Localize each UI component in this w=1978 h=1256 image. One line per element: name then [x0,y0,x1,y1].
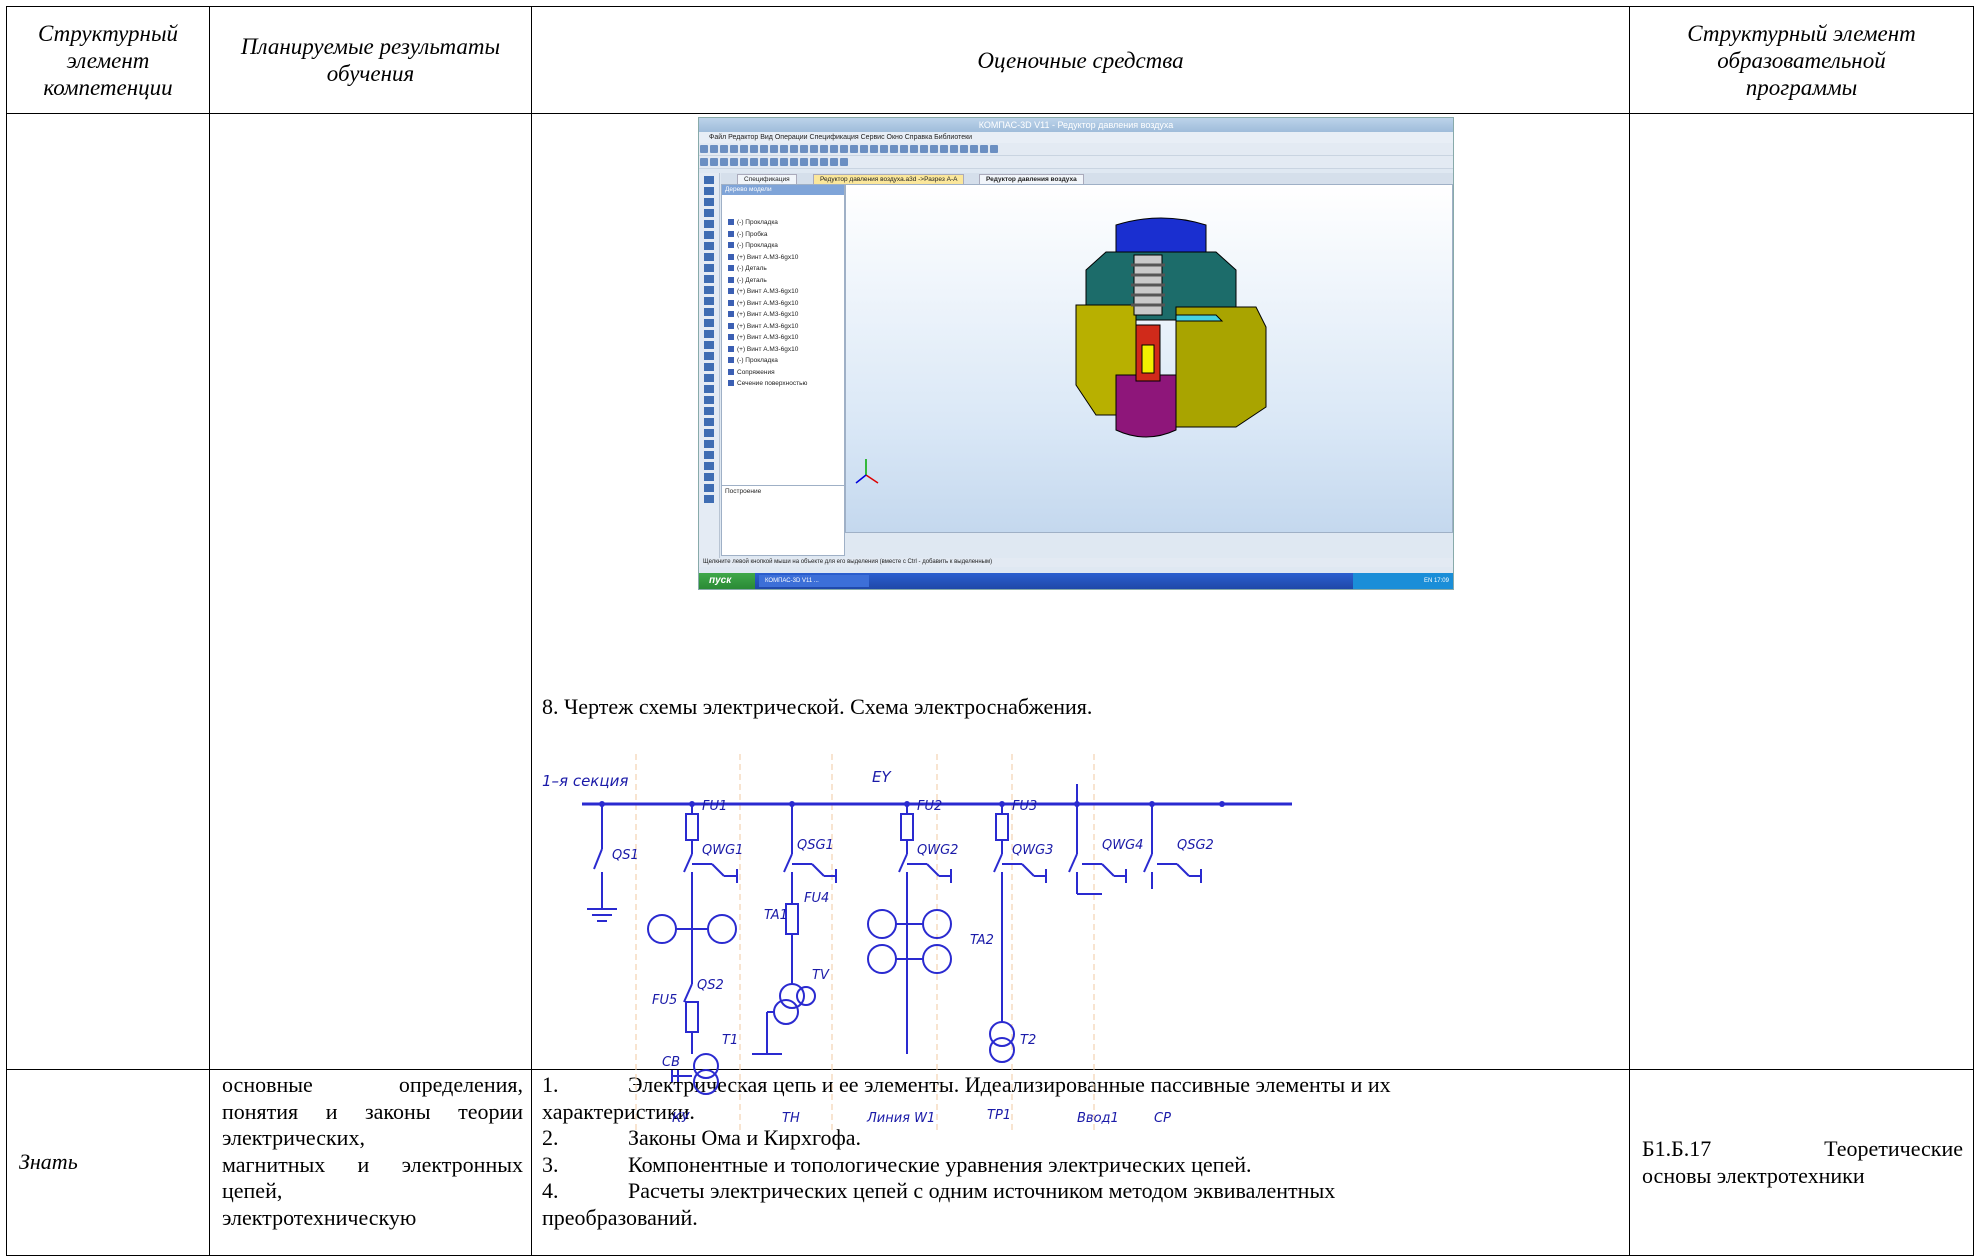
bus-section-label: 1–я секция [542,772,628,790]
evaluation-media-cell: КОМПАС-3D V11 - Редуктор давления воздух… [531,113,1630,1134]
kompas-toolbar [699,156,1453,169]
content-row-know: Знать основные определения, понятия и за… [6,1069,1974,1256]
outcome-line: цепей, [222,1178,283,1203]
outcome-line: понятия и законы теории [222,1098,523,1124]
item-8-caption: 8. Чертеж схемы электрической. Схема эле… [542,694,1093,719]
tree-item: Сечение поверхностью [722,378,844,390]
tree-item: (-) Деталь [722,263,844,275]
kompas-status-bar: Щелкните левой кнопкой мыши на объекте д… [699,558,1453,567]
empty-cell [209,113,532,1070]
tree-item: (+) Винт А.М3-6gx10 [722,298,844,310]
empty-cell [6,113,210,1070]
program-word: Теоретические [1824,1136,1963,1161]
outcome-line: электрических, [222,1125,365,1150]
outcome-line: магнитных и электронных [222,1151,523,1177]
program-code: Б1.Б.17 [1642,1136,1712,1161]
label-qwg3: QWG3 [1012,843,1053,858]
label-fu4: FU4 [804,891,829,906]
kompas-toolbar [699,143,1453,156]
empty-cell [1629,113,1974,1070]
bus-nodes [599,801,1225,807]
kompas-panel-tab: Построение [722,485,850,497]
tree-item: (-) Пробка [722,229,844,241]
kompas-left-toolbar [699,173,720,563]
bottom-label-sr: СР [1154,1111,1171,1126]
label-ta1: TA1 [764,908,788,923]
tree-item: (+) Винт А.М3-6gx10 [722,344,844,356]
power-supply-schematic: 1–я секция EY QS1 FU1 QWG1 QSG1 FU2 QWG2… [542,754,1292,1134]
kompas-title: КОМПАС-3D V11 - Редуктор давления воздух… [699,118,1453,132]
question-continuation: преобразований. [542,1204,698,1230]
label-ta2: TA2 [970,933,994,948]
kompas-screenshot: КОМПАС-3D V11 - Редуктор давления воздух… [698,117,1454,590]
question-item: 2. Законы Ома и Кирхгофа. [542,1125,862,1150]
bottom-label-vvod1: Ввод1 [1077,1111,1119,1126]
kompas-tabs: Спецификация Редуктор давления воздуха.a… [721,173,1453,186]
tree-item: Сопряжения [722,367,844,379]
tree-item: (-) Деталь [722,275,844,287]
tree-item: (+) Винт А.М3-6gx10 [722,332,844,344]
question-item: 3. Компонентные и топологические уравнени… [542,1151,1252,1177]
label-fu1: FU1 [702,799,727,814]
question-continuation: характеристики. [542,1098,695,1124]
label-fu3: FU3 [1012,799,1037,814]
kompas-menu: Файл Редактор Вид Операции Спецификация … [699,132,1453,143]
competence-table: Структурный элемент компетенции Планируе… [6,6,1974,1256]
bottom-label-line-w1: Линия W1 [866,1111,935,1126]
tree-item: (-) Прокладка [722,240,844,252]
label-fu5: FU5 [652,993,677,1008]
header-col2: Планируемые результаты обучения [209,6,532,114]
outcome-line: электротехническую [222,1204,417,1230]
kompas-model-tree: Дерево модели (-) Прокладка (-) Пробка (… [721,184,850,556]
label-t1: T1 [722,1033,738,1048]
outcome-line: основные определения, [222,1072,523,1097]
header-col1: Структурный элемент компетенции [6,6,210,114]
label-tv: TV [812,968,830,983]
bottom-label-ku: КУ [672,1111,690,1126]
label-qwg4: QWG4 [1102,838,1143,853]
competence-element: Знать [19,1149,78,1175]
label-qsg2: QSG2 [1177,838,1214,853]
header-row: Структурный элемент компетенции Планируе… [6,6,1974,114]
program-name-rest: основы электротехники [1642,1162,1865,1188]
bottom-label-tr1: ТР1 [987,1108,1011,1123]
label-cb: CB [662,1055,680,1070]
label-t2: T2 [1020,1033,1036,1048]
label-qwg1: QWG1 [702,843,743,858]
label-qs1: QS1 [612,848,639,863]
tree-item: (+) Винт А.М3-6gx10 [722,321,844,333]
tree-item: (+) Винт А.М3-6gx10 [722,252,844,264]
learning-outcomes-cell: основные определения, понятия и законы т… [209,1069,532,1256]
program-code-line: Б1.Б.17 Теоретические [1642,1136,1963,1163]
bus-name-label: EY [872,768,892,786]
tree-item: (+) Винт А.М3-6gx10 [722,309,844,321]
question-item: 4. Расчеты электрических цепей с одним ис… [542,1178,1336,1203]
start-button[interactable]: пуск [699,573,755,589]
header-col4: Структурный элемент образовательной прог… [1629,6,1974,114]
tree-item: (-) Прокладка [722,355,844,367]
kompas-tree-header: Дерево модели [722,185,844,195]
competence-element-cell: Знать [6,1069,210,1256]
reducer-3d-model [855,217,1267,484]
label-qwg2: QWG2 [917,843,958,858]
taskbar-button[interactable]: КОМПАС-3D V11 ... [759,575,869,587]
tree-item: (+) Винт А.М3-6gx10 [722,286,844,298]
question-item: 1. Электрическая цепь и ее элементы. Идеа… [542,1072,1391,1097]
evaluation-questions-cell: 1. Электрическая цепь и ее элементы. Идеа… [531,1069,1630,1256]
kompas-3d-viewport [845,184,1453,533]
windows-taskbar: пуск КОМПАС-3D V11 ... EN 17:09 [699,573,1453,589]
label-qs2: QS2 [697,978,724,993]
label-qsg1: QSG1 [797,838,834,853]
tree-item: (-) Прокладка [722,217,844,229]
section-dividers [635,754,1095,1134]
label-fu2: FU2 [917,799,942,814]
tray-clock: EN 17:09 [1353,573,1453,589]
header-col3: Оценочные средства [531,6,1630,114]
content-row-images: КОМПАС-3D V11 - Редуктор давления воздух… [6,113,1974,1134]
program-element-cell: Б1.Б.17 Теоретические основы электротехн… [1629,1069,1974,1256]
bottom-label-th: ТН [782,1111,800,1126]
